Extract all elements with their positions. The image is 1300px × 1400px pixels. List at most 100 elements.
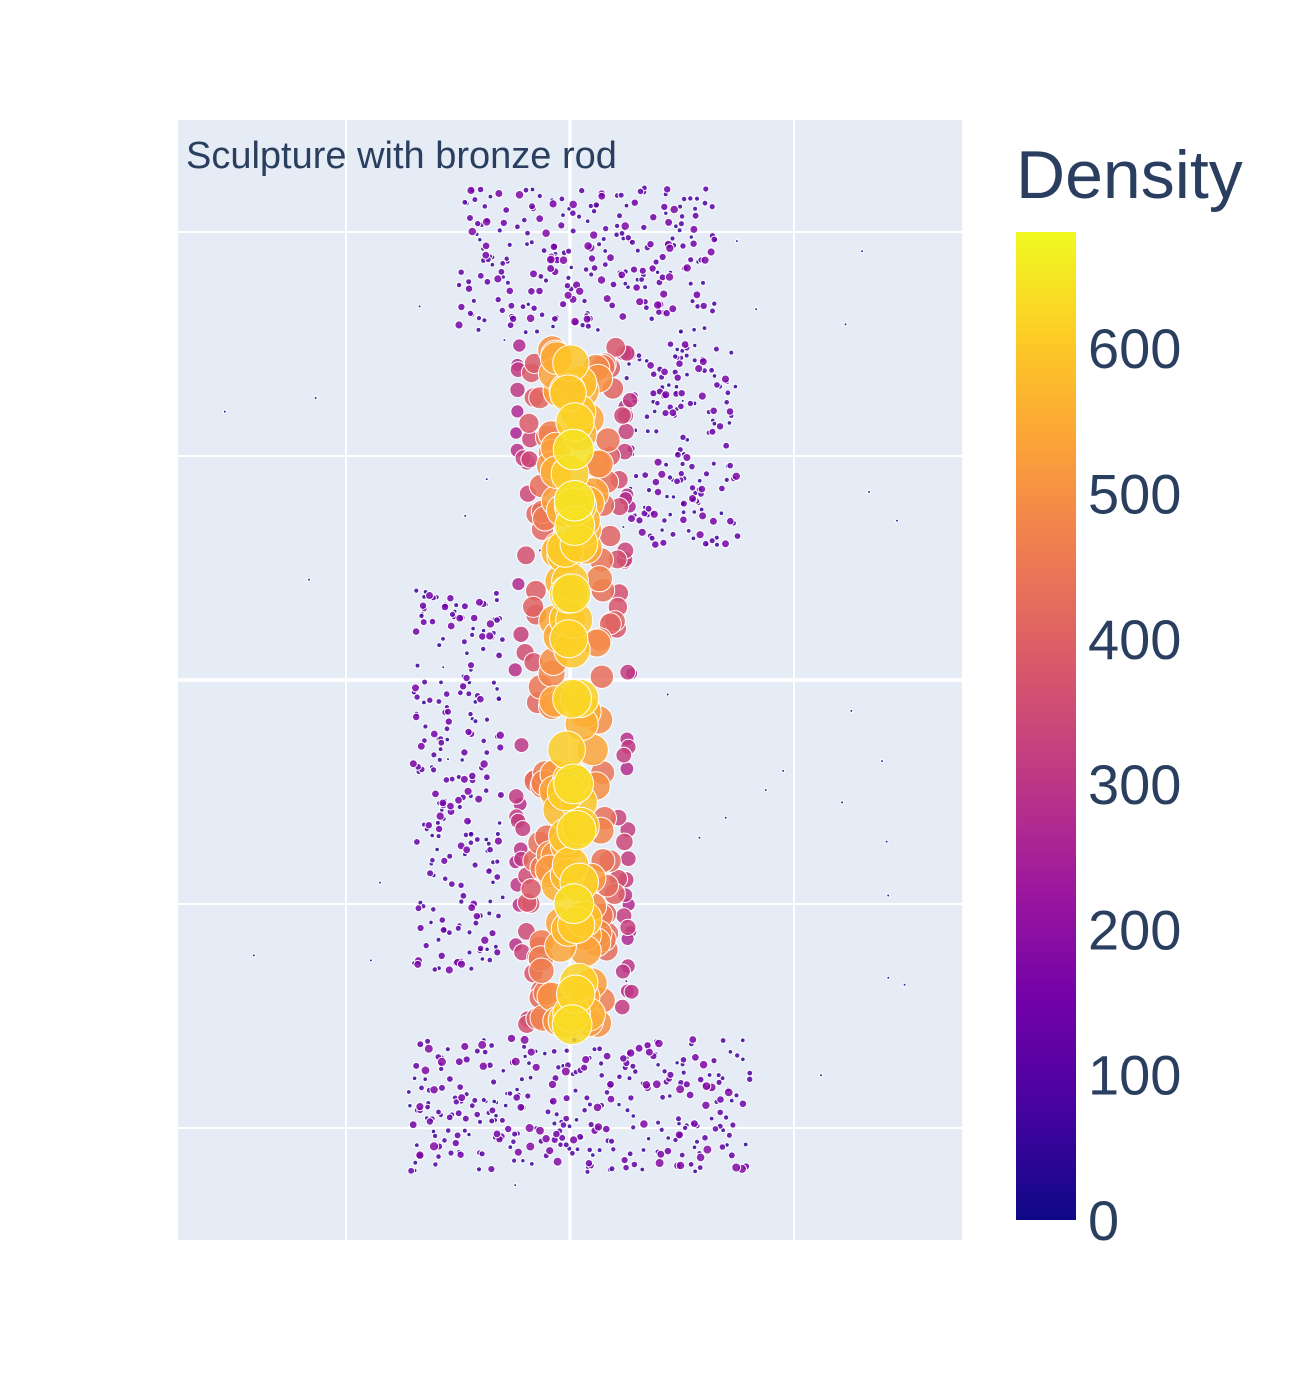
scatter-point — [645, 487, 653, 494]
scatter-point — [733, 1092, 740, 1099]
scatter-point — [680, 1069, 687, 1076]
scatter-point — [468, 771, 477, 781]
scatter-point — [421, 678, 429, 686]
scatter-point — [435, 698, 443, 705]
scatter-point — [630, 1124, 637, 1131]
scatter-point — [692, 290, 702, 300]
scatter-point — [734, 1052, 741, 1059]
scatter-point — [426, 696, 434, 704]
scatter-point — [563, 290, 573, 300]
scatter-point — [411, 1075, 418, 1082]
scatter-point — [661, 517, 668, 524]
scatter-point — [436, 1056, 447, 1068]
scatter-point — [654, 1038, 664, 1049]
scatter-point — [551, 573, 592, 614]
scatter-point — [460, 748, 469, 757]
scatter-point — [581, 297, 588, 305]
scatter-point — [513, 1183, 518, 1188]
scatter-point — [696, 477, 703, 484]
scatter-point — [708, 516, 718, 526]
scatter-point — [602, 1051, 612, 1061]
scatter-point — [456, 959, 467, 969]
scatter-point — [729, 1121, 737, 1129]
scatter-point — [643, 304, 650, 312]
scatter-point — [708, 1115, 715, 1122]
scatter-point — [463, 816, 472, 826]
scatter-point — [679, 1056, 688, 1064]
colorbar-tick-label: 200 — [1088, 898, 1181, 961]
scatter-point — [488, 929, 497, 938]
scatter-point — [675, 1115, 682, 1123]
scatter-point — [529, 186, 536, 193]
scatter-point — [437, 951, 446, 960]
scatter-point — [606, 1094, 616, 1104]
scatter-point — [698, 357, 708, 367]
scatter-point — [590, 208, 598, 215]
scatter-point — [472, 919, 480, 927]
scatter-point — [514, 223, 521, 231]
scatter-point — [495, 912, 502, 920]
scatter-point — [485, 631, 495, 641]
scatter-point — [468, 965, 475, 972]
scatter-point — [407, 1103, 413, 1109]
scatter-point — [418, 612, 425, 620]
scatter-point — [422, 941, 430, 950]
scatter-point — [438, 916, 447, 924]
scatter-point — [677, 389, 686, 398]
scatter-point — [475, 315, 483, 322]
scatter-point — [464, 650, 470, 657]
scatter-point — [521, 1043, 528, 1050]
scatter-point — [452, 1098, 460, 1106]
scatter-point — [697, 835, 702, 840]
scatter-point — [638, 276, 645, 284]
scatter-point — [622, 280, 629, 287]
scatter-point — [473, 1110, 482, 1119]
scatter-point — [565, 247, 573, 255]
scatter-point — [606, 253, 615, 263]
scatter-point — [628, 238, 637, 246]
scatter-point — [512, 1093, 522, 1102]
scatter-point — [664, 493, 670, 500]
scatter-point — [654, 1158, 665, 1168]
scatter-point — [459, 757, 465, 763]
scatter-point — [596, 275, 607, 285]
scatter-point — [723, 1087, 734, 1098]
scatter-point — [434, 846, 440, 853]
scatter-point — [524, 1123, 535, 1133]
scatter-point — [439, 926, 448, 934]
scatter-point — [535, 286, 544, 296]
scatter-point — [629, 1062, 637, 1070]
scatter-point — [659, 538, 668, 547]
scatter-point — [458, 682, 468, 691]
scatter-point — [701, 199, 709, 207]
scatter-point — [649, 370, 658, 379]
scatter-point — [545, 254, 556, 265]
scatter-point — [441, 665, 446, 670]
scatter-point — [674, 1130, 684, 1140]
scatter-point — [590, 1152, 596, 1158]
scatter-point — [649, 509, 659, 519]
scatter-point — [632, 1068, 639, 1075]
scatter-point — [442, 776, 451, 784]
scatter-point — [508, 314, 518, 323]
scatter-point — [562, 1114, 571, 1123]
scatter-point — [444, 717, 453, 726]
scatter-point — [659, 289, 669, 299]
scatter-point — [421, 699, 427, 706]
scatter-point — [565, 274, 572, 281]
scatter-point — [414, 904, 423, 913]
scatter-point — [584, 1168, 591, 1175]
scatter-point — [608, 301, 617, 310]
scatter-point — [681, 1124, 689, 1132]
scatter-point — [658, 252, 667, 262]
scatter-point — [715, 1078, 723, 1087]
scatter-point — [447, 880, 456, 888]
scatter-point — [479, 759, 489, 769]
scatter-point — [621, 392, 639, 409]
scatter-point — [420, 1065, 431, 1076]
scatter-point — [461, 198, 469, 206]
scatter-point — [451, 1138, 460, 1148]
scatter-point — [480, 645, 487, 653]
scatter-point — [662, 309, 671, 318]
scatter-point — [531, 1062, 541, 1072]
